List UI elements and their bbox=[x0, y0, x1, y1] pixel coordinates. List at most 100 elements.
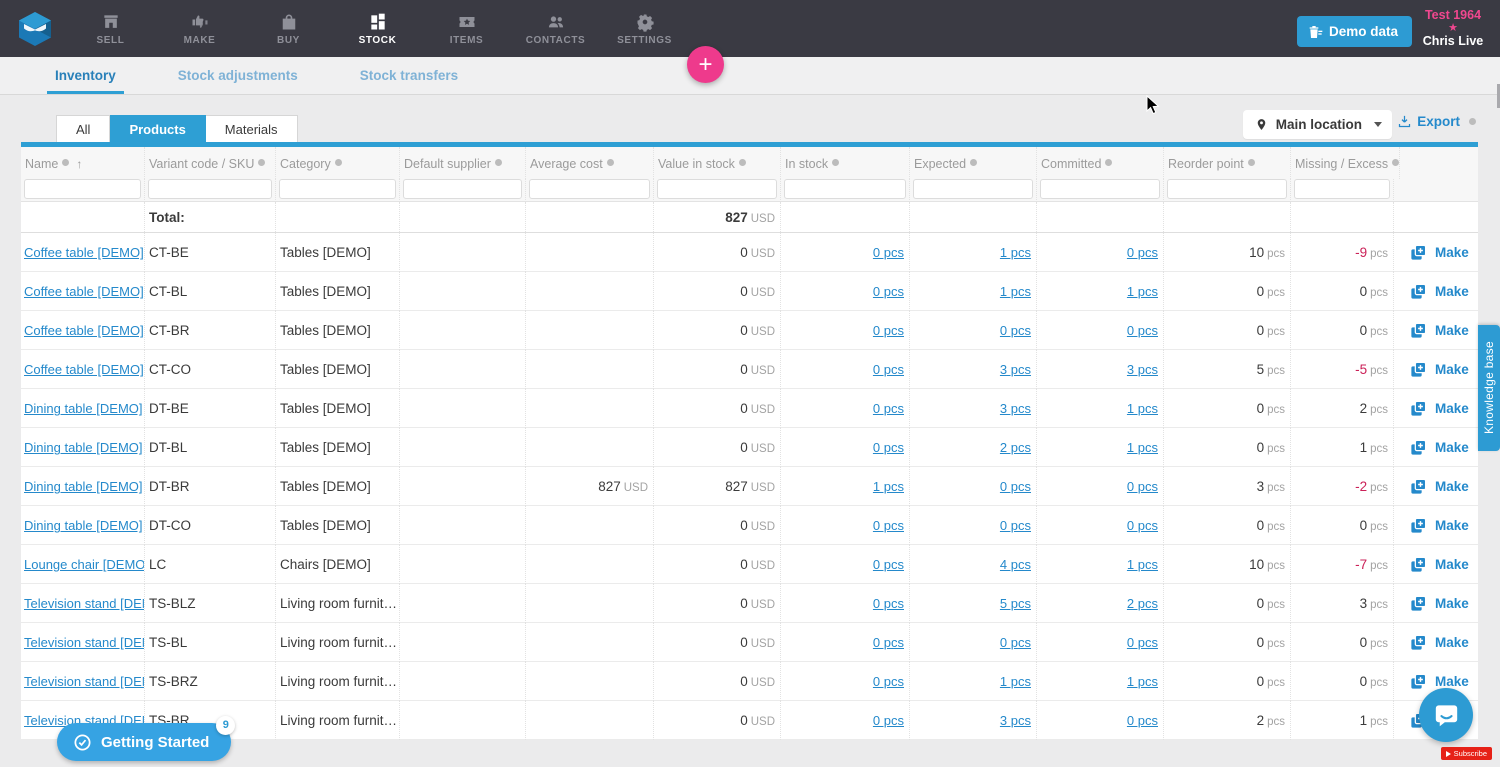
column-header-expected[interactable]: Expected bbox=[910, 147, 1037, 179]
product-name-link[interactable]: Television stand [DEMO] bbox=[24, 635, 144, 651]
committed-link[interactable]: 1 pcs bbox=[1126, 284, 1158, 299]
committed-link[interactable]: 0 pcs bbox=[1126, 635, 1158, 650]
make-button[interactable]: Make bbox=[1409, 506, 1469, 545]
committed-link[interactable]: 1 pcs bbox=[1126, 440, 1158, 455]
filter-committed-input[interactable] bbox=[1040, 179, 1160, 199]
column-header-reorder-point[interactable]: Reorder point bbox=[1164, 147, 1291, 179]
product-name-link[interactable]: Dining table [DEMO] bbox=[24, 401, 143, 417]
expected-link[interactable]: 0 pcs bbox=[999, 635, 1031, 650]
make-button[interactable]: Make bbox=[1409, 311, 1469, 350]
expected-link[interactable]: 1 pcs bbox=[999, 245, 1031, 260]
product-name-link[interactable]: Television stand [DEMO] bbox=[24, 596, 144, 612]
filter-sku-input[interactable] bbox=[148, 179, 272, 199]
filter-missing-excess-input[interactable] bbox=[1294, 179, 1390, 199]
expected-link[interactable]: 0 pcs bbox=[999, 323, 1031, 338]
make-button[interactable]: Make bbox=[1409, 545, 1469, 584]
subtab-products[interactable]: Products bbox=[110, 115, 206, 142]
filter-average-cost-input[interactable] bbox=[529, 179, 650, 199]
column-header-missing-excess[interactable]: Missing / Excess bbox=[1291, 147, 1401, 179]
filter-in-stock-input[interactable] bbox=[784, 179, 906, 199]
committed-link[interactable]: 2 pcs bbox=[1126, 596, 1158, 611]
make-button[interactable]: Make bbox=[1409, 233, 1469, 272]
committed-link[interactable]: 0 pcs bbox=[1126, 479, 1158, 494]
nav-item-settings[interactable]: SETTINGS bbox=[600, 0, 689, 57]
make-button[interactable]: Make bbox=[1409, 623, 1469, 662]
chat-launcher-button[interactable] bbox=[1419, 688, 1473, 742]
in-stock-link[interactable]: 0 pcs bbox=[872, 635, 904, 650]
expected-link[interactable]: 3 pcs bbox=[999, 401, 1031, 416]
in-stock-link[interactable]: 0 pcs bbox=[872, 401, 904, 416]
tab-inventory[interactable]: Inventory bbox=[47, 57, 124, 94]
make-button[interactable]: Make bbox=[1409, 389, 1469, 428]
column-header-category[interactable]: Category bbox=[276, 147, 400, 179]
export-button[interactable]: Export bbox=[1397, 114, 1476, 129]
in-stock-link[interactable]: 1 pcs bbox=[872, 479, 904, 494]
expected-link[interactable]: 0 pcs bbox=[999, 479, 1031, 494]
make-button[interactable]: Make bbox=[1409, 584, 1469, 623]
expected-link[interactable]: 2 pcs bbox=[999, 440, 1031, 455]
committed-link[interactable]: 1 pcs bbox=[1126, 401, 1158, 416]
make-button[interactable]: Make bbox=[1409, 662, 1469, 701]
in-stock-link[interactable]: 0 pcs bbox=[872, 323, 904, 338]
column-header-sku[interactable]: Variant code / SKU bbox=[145, 147, 276, 179]
column-header-default-supplier[interactable]: Default supplier bbox=[400, 147, 526, 179]
expected-link[interactable]: 3 pcs bbox=[999, 713, 1031, 728]
committed-link[interactable]: 0 pcs bbox=[1126, 245, 1158, 260]
filter-category-input[interactable] bbox=[279, 179, 396, 199]
subtab-materials[interactable]: Materials bbox=[205, 115, 298, 142]
product-name-link[interactable]: Coffee table [DEMO] bbox=[24, 245, 144, 261]
user-menu[interactable]: Chris Live bbox=[1422, 34, 1484, 48]
scrollbar-thumb[interactable] bbox=[1497, 84, 1500, 108]
expected-link[interactable]: 3 pcs bbox=[999, 362, 1031, 377]
make-button[interactable]: Make bbox=[1409, 350, 1469, 389]
column-header-value-in-stock[interactable]: Value in stock bbox=[654, 147, 781, 179]
nav-item-make[interactable]: MAKE bbox=[155, 0, 244, 57]
committed-link[interactable]: 1 pcs bbox=[1126, 557, 1158, 572]
column-header-committed[interactable]: Committed bbox=[1037, 147, 1164, 179]
katana-logo[interactable] bbox=[18, 11, 52, 47]
expected-link[interactable]: 0 pcs bbox=[999, 518, 1031, 533]
column-header-name[interactable]: Name ↑ bbox=[21, 147, 145, 179]
make-button[interactable]: Make bbox=[1409, 467, 1469, 506]
product-name-link[interactable]: Television stand [DEMO] bbox=[24, 674, 144, 690]
column-header-in-stock[interactable]: In stock bbox=[781, 147, 910, 179]
nav-item-sell[interactable]: SELL bbox=[66, 0, 155, 57]
demo-data-button[interactable]: Demo data bbox=[1296, 16, 1412, 47]
nav-item-contacts[interactable]: CONTACTS bbox=[511, 0, 600, 57]
in-stock-link[interactable]: 0 pcs bbox=[872, 674, 904, 689]
committed-link[interactable]: 0 pcs bbox=[1126, 323, 1158, 338]
filter-value-in-stock-input[interactable] bbox=[657, 179, 777, 199]
filter-name-input[interactable] bbox=[24, 179, 141, 199]
product-name-link[interactable]: Coffee table [DEMO] bbox=[24, 284, 144, 300]
make-button[interactable]: Make bbox=[1409, 428, 1469, 467]
tab-stock-transfers[interactable]: Stock transfers bbox=[359, 68, 459, 83]
product-name-link[interactable]: Coffee table [DEMO] bbox=[24, 362, 144, 378]
expected-link[interactable]: 4 pcs bbox=[999, 557, 1031, 572]
nav-item-items[interactable]: ITEMS bbox=[422, 0, 511, 57]
product-name-link[interactable]: Dining table [DEMO] bbox=[24, 518, 143, 534]
in-stock-link[interactable]: 0 pcs bbox=[872, 245, 904, 260]
in-stock-link[interactable]: 0 pcs bbox=[872, 284, 904, 299]
committed-link[interactable]: 3 pcs bbox=[1126, 362, 1158, 377]
column-header-average-cost[interactable]: Average cost bbox=[526, 147, 654, 179]
knowledge-base-tab[interactable]: Knowledge base bbox=[1478, 325, 1500, 451]
product-name-link[interactable]: Dining table [DEMO] bbox=[24, 479, 143, 495]
make-button[interactable]: Make bbox=[1409, 272, 1469, 311]
in-stock-link[interactable]: 0 pcs bbox=[872, 518, 904, 533]
location-dropdown[interactable]: Main location bbox=[1242, 110, 1392, 139]
in-stock-link[interactable]: 0 pcs bbox=[872, 557, 904, 572]
getting-started-button[interactable]: Getting Started 9 bbox=[57, 716, 236, 761]
nav-item-buy[interactable]: BUY bbox=[244, 0, 333, 57]
committed-link[interactable]: 0 pcs bbox=[1126, 713, 1158, 728]
nav-item-stock[interactable]: STOCK bbox=[333, 0, 422, 57]
expected-link[interactable]: 1 pcs bbox=[999, 674, 1031, 689]
filter-default-supplier-input[interactable] bbox=[403, 179, 522, 199]
subscribe-badge[interactable]: Subscribe bbox=[1440, 747, 1492, 760]
product-name-link[interactable]: Dining table [DEMO] bbox=[24, 440, 143, 456]
expected-link[interactable]: 5 pcs bbox=[999, 596, 1031, 611]
expected-link[interactable]: 1 pcs bbox=[999, 284, 1031, 299]
subtab-all[interactable]: All bbox=[56, 115, 111, 142]
in-stock-link[interactable]: 0 pcs bbox=[872, 362, 904, 377]
committed-link[interactable]: 0 pcs bbox=[1126, 518, 1158, 533]
filter-reorder-point-input[interactable] bbox=[1167, 179, 1287, 199]
